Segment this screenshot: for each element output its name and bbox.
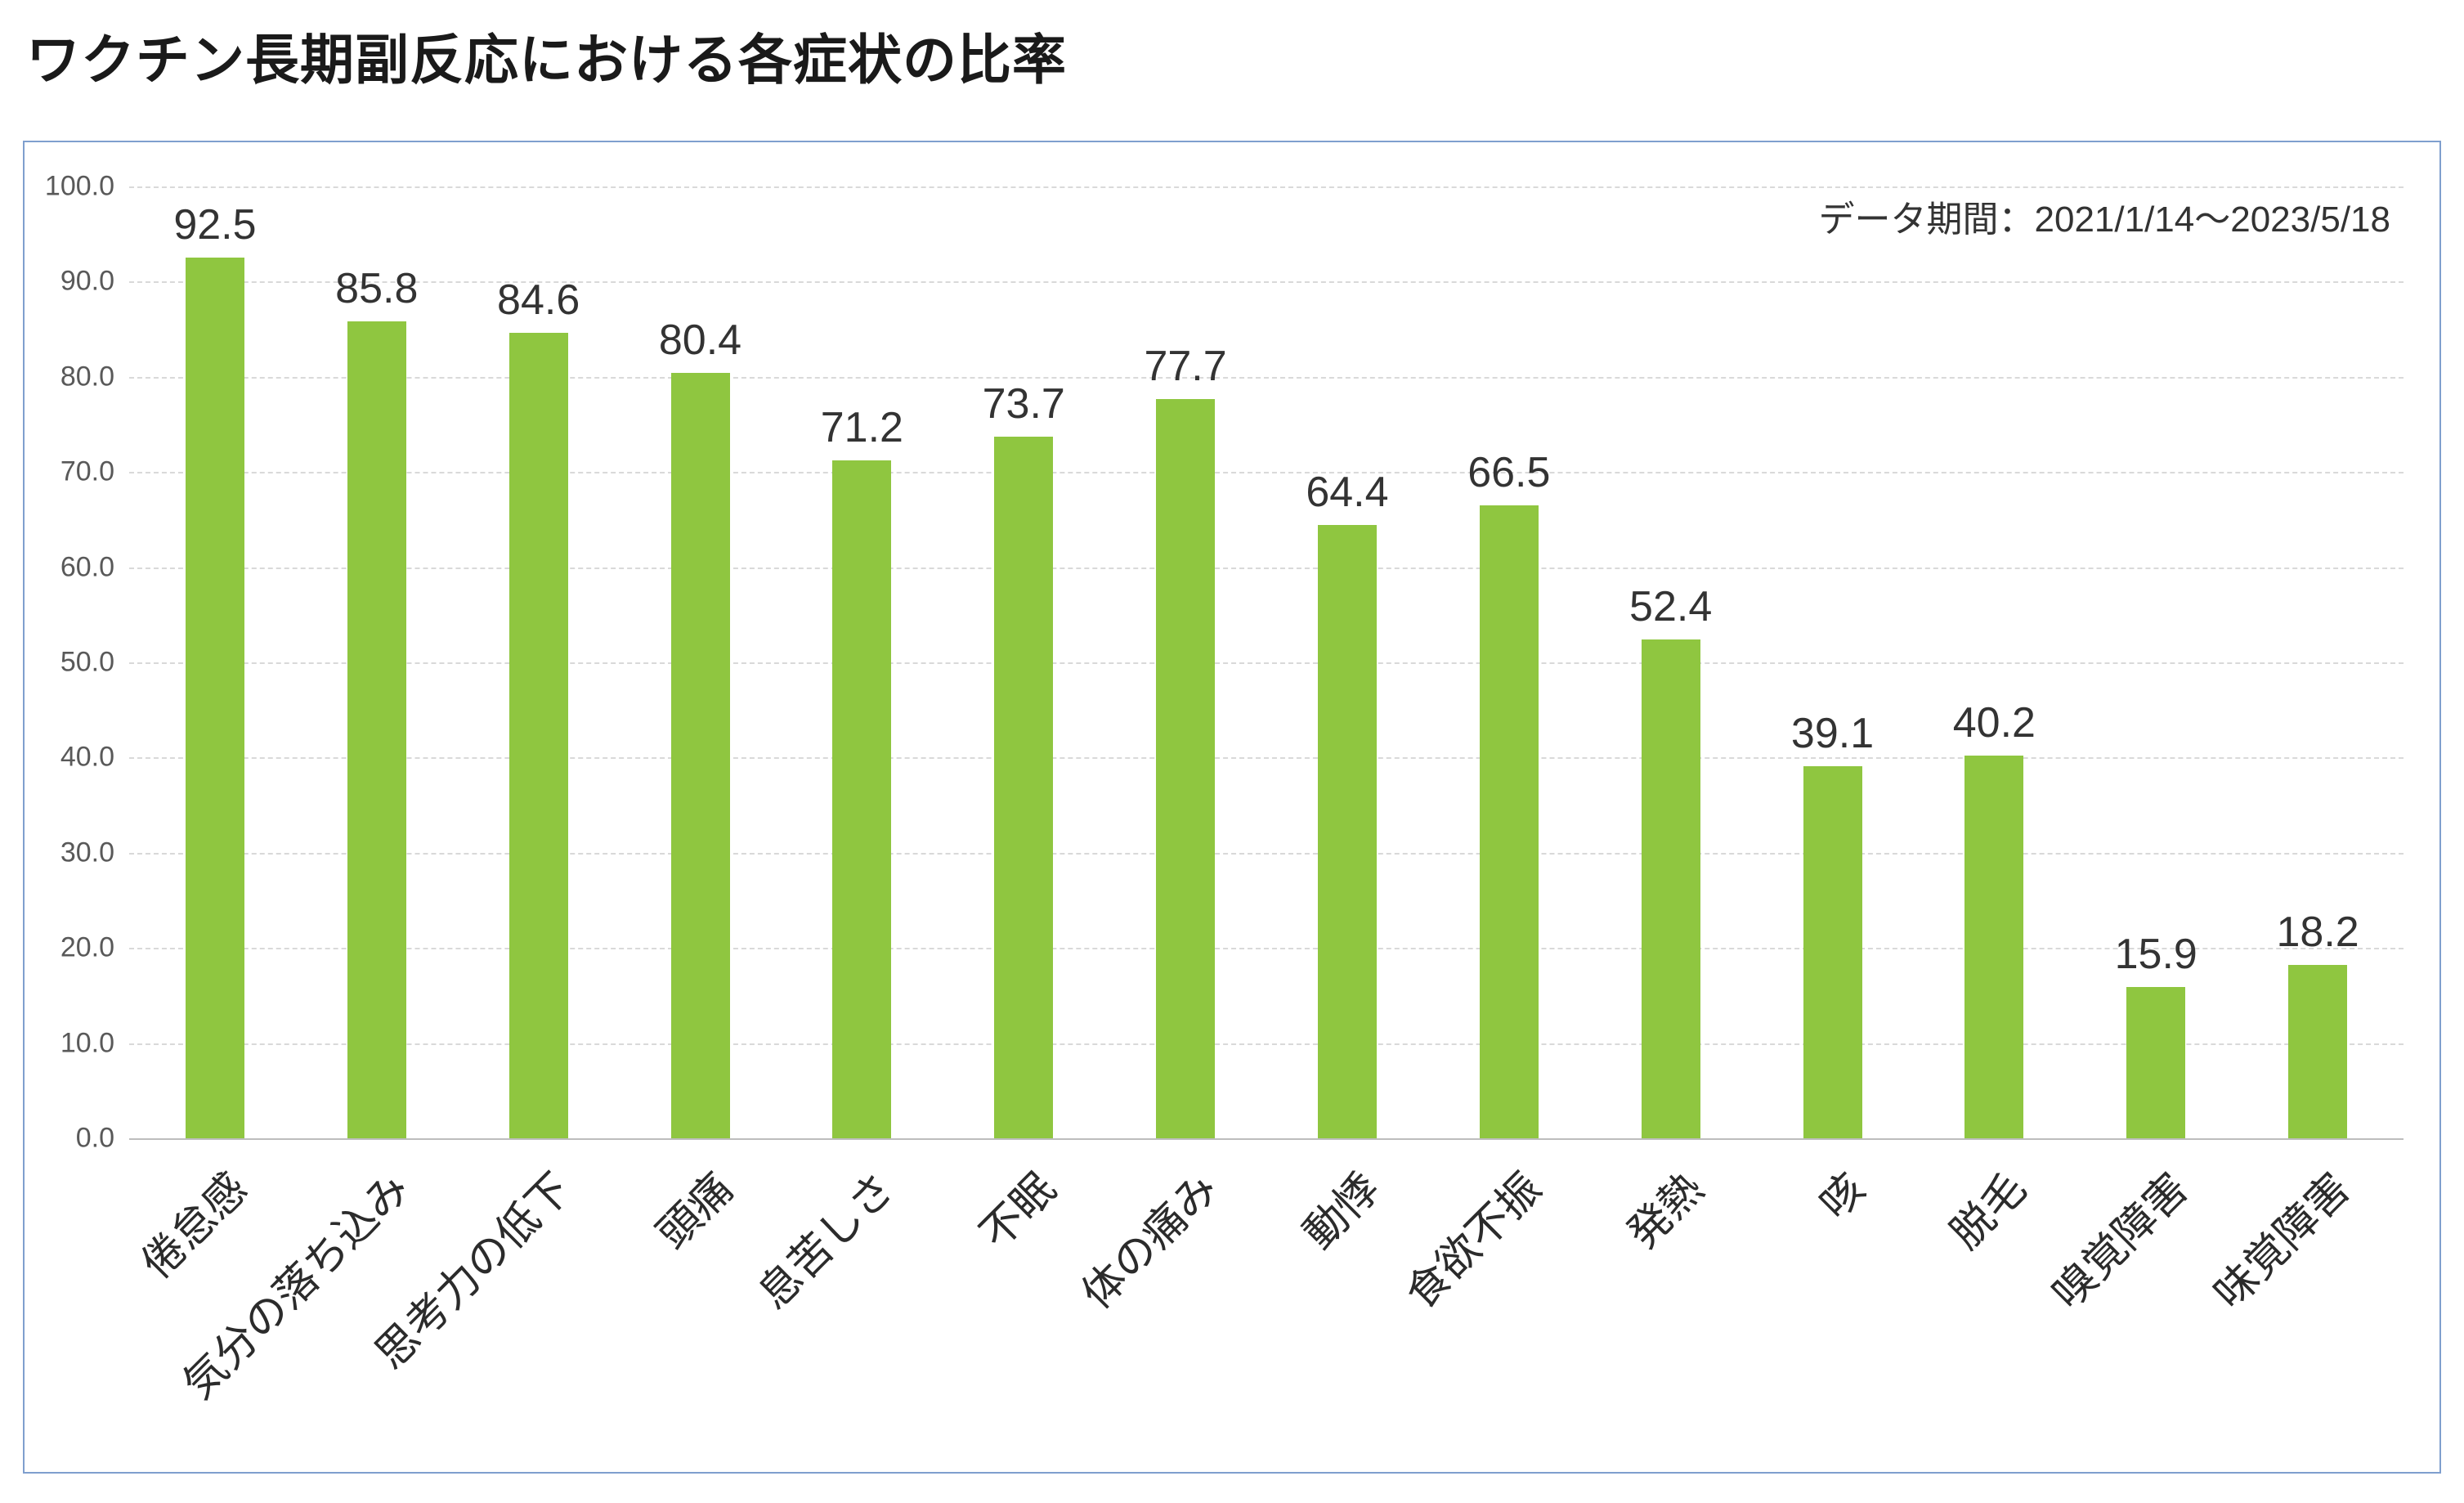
bar-slot: 84.6 bbox=[458, 186, 620, 1138]
x-category-label: 思考力の低下 bbox=[366, 1138, 620, 1465]
x-axis-labels: 倦怠感 気分の落ち込み 思考力の低下 頭痛 息苦しさ 不眠 体の痛み 動悸 食欲不振 発熱咳脱毛嗅… bbox=[129, 1138, 2404, 1465]
bar-slot: 64.4 bbox=[1266, 186, 1428, 1138]
y-tick-label: 20.0 bbox=[60, 931, 114, 963]
x-category-label-text: 発熱 bbox=[1619, 1164, 1713, 1258]
y-tick-label: 100.0 bbox=[44, 170, 114, 202]
y-tick-label: 0.0 bbox=[75, 1122, 114, 1154]
y-tick-label: 50.0 bbox=[60, 646, 114, 678]
gridline bbox=[129, 662, 2404, 664]
bar bbox=[2126, 986, 2186, 1138]
y-tick-label: 90.0 bbox=[60, 265, 114, 297]
bar-slot: 71.2 bbox=[781, 186, 943, 1138]
bar-slot: 52.4 bbox=[1590, 186, 1752, 1138]
x-category-label: 食欲不振 bbox=[1397, 1138, 1590, 1465]
bar-value-label: 92.5 bbox=[173, 201, 257, 249]
bar-value-label: 80.4 bbox=[658, 316, 742, 365]
bar bbox=[832, 460, 892, 1138]
bar-slot: 15.9 bbox=[2075, 186, 2237, 1138]
bar bbox=[1156, 398, 1216, 1138]
x-category-label: 動悸 bbox=[1266, 1138, 1428, 1465]
data-period-annotation: データ期間：2021/1/14～2023/5/18 bbox=[1818, 200, 2391, 240]
plot-row: 100.0 90.0 80.0 70.0 60.0 50.0 40.0 30.0 20.0 10.… bbox=[25, 142, 2439, 1154]
bar-value-label: 40.2 bbox=[1952, 699, 2036, 747]
x-category-label: 不眠 bbox=[943, 1138, 1104, 1465]
x-category-label: 体の痛み bbox=[1073, 1138, 1266, 1465]
x-category-label-text: 脱毛 bbox=[1942, 1164, 2036, 1258]
bar-slot: 40.2 bbox=[1913, 186, 2075, 1138]
y-axis: 100.0 90.0 80.0 70.0 60.0 50.0 40.0 30.0 20.0 10.… bbox=[39, 171, 129, 1154]
y-tick-label: 40.0 bbox=[60, 741, 114, 773]
gridline bbox=[129, 567, 2404, 569]
bar-value-label: 52.4 bbox=[1629, 583, 1713, 631]
bar-chart: データ期間：2021/1/14～2023/5/18 100.0 90.0 80.0 7… bbox=[23, 141, 2441, 1474]
bar-value-label: 39.1 bbox=[1790, 709, 1875, 757]
x-axis-spacer bbox=[39, 1138, 129, 1465]
page-title: ワクチン長期副反応における各症状の比率 bbox=[26, 29, 1067, 90]
bar-slot: 85.8 bbox=[296, 186, 458, 1138]
y-tick-label: 70.0 bbox=[60, 455, 114, 487]
x-category-label: 頭痛 bbox=[620, 1138, 782, 1465]
bar-value-label: 84.6 bbox=[497, 276, 580, 325]
bar-slot: 77.7 bbox=[1104, 186, 1266, 1138]
bar bbox=[1479, 505, 1539, 1138]
x-category-label-text: 頭痛 bbox=[647, 1164, 742, 1258]
y-tick-label: 10.0 bbox=[60, 1027, 114, 1059]
x-category-label-text: 動悸 bbox=[1295, 1164, 1389, 1258]
plot-area: 92.5 85.8 84.6 80.4 71.2 73.7 77.7 64.4 66.5 52.4… bbox=[129, 186, 2404, 1140]
gridline bbox=[129, 948, 2404, 950]
bar-slot: 66.5 bbox=[1428, 186, 1590, 1138]
bar bbox=[1803, 765, 1862, 1138]
bar bbox=[1641, 639, 1700, 1138]
x-category-label-text: 不眠 bbox=[971, 1164, 1066, 1258]
x-axis-baseline bbox=[129, 1138, 2404, 1140]
x-category-label: 脱毛 bbox=[1913, 1138, 2075, 1465]
x-category-label: 味覚障害 bbox=[2206, 1138, 2399, 1465]
bar-value-label: 15.9 bbox=[2114, 930, 2197, 978]
bars-container: 92.5 85.8 84.6 80.4 71.2 73.7 77.7 64.4 66.5 52.4… bbox=[129, 186, 2404, 1138]
x-category-label-text: 倦怠感 bbox=[132, 1164, 257, 1289]
bar bbox=[347, 321, 406, 1138]
gridline bbox=[129, 186, 2404, 188]
y-tick-label: 80.0 bbox=[60, 361, 114, 393]
bar bbox=[185, 258, 244, 1138]
bar bbox=[508, 333, 568, 1138]
bar bbox=[1317, 525, 1377, 1138]
bar-value-label: 64.4 bbox=[1306, 469, 1389, 517]
bar-value-label: 77.7 bbox=[1144, 342, 1227, 390]
gridline bbox=[129, 1043, 2404, 1045]
y-tick-label: 60.0 bbox=[60, 551, 114, 583]
x-category-label: 嗅覚障害 bbox=[2044, 1138, 2237, 1465]
gridline bbox=[129, 472, 2404, 474]
x-category-label: 発熱 bbox=[1590, 1138, 1752, 1465]
bar-value-label: 18.2 bbox=[2276, 909, 2359, 957]
gridline bbox=[129, 376, 2404, 379]
bar-slot: 80.4 bbox=[620, 186, 782, 1138]
bar-slot: 18.2 bbox=[2237, 186, 2399, 1138]
bar bbox=[994, 437, 1054, 1138]
bar bbox=[2288, 965, 2348, 1138]
x-category-label: 咳 bbox=[1752, 1138, 1914, 1465]
bar bbox=[1964, 756, 2024, 1138]
gridline bbox=[129, 852, 2404, 855]
bar-value-label: 66.5 bbox=[1467, 448, 1551, 496]
x-category-label: 息苦しさ bbox=[750, 1138, 943, 1465]
bar bbox=[670, 373, 730, 1138]
gridline bbox=[129, 757, 2404, 760]
bar-value-label: 85.8 bbox=[335, 265, 419, 313]
bar-slot: 39.1 bbox=[1752, 186, 1914, 1138]
gridline bbox=[129, 281, 2404, 284]
bar-value-label: 71.2 bbox=[820, 404, 903, 452]
x-axis-row: 倦怠感 気分の落ち込み 思考力の低下 頭痛 息苦しさ 不眠 体の痛み 動悸 食欲不振 発熱咳脱毛嗅… bbox=[25, 1138, 2439, 1465]
bar-value-label: 73.7 bbox=[982, 380, 1065, 428]
bar-slot: 92.5 bbox=[134, 186, 296, 1138]
y-tick-label: 30.0 bbox=[60, 837, 114, 868]
bar-slot: 73.7 bbox=[943, 186, 1104, 1138]
x-category-label-text: 咳 bbox=[1810, 1164, 1875, 1228]
